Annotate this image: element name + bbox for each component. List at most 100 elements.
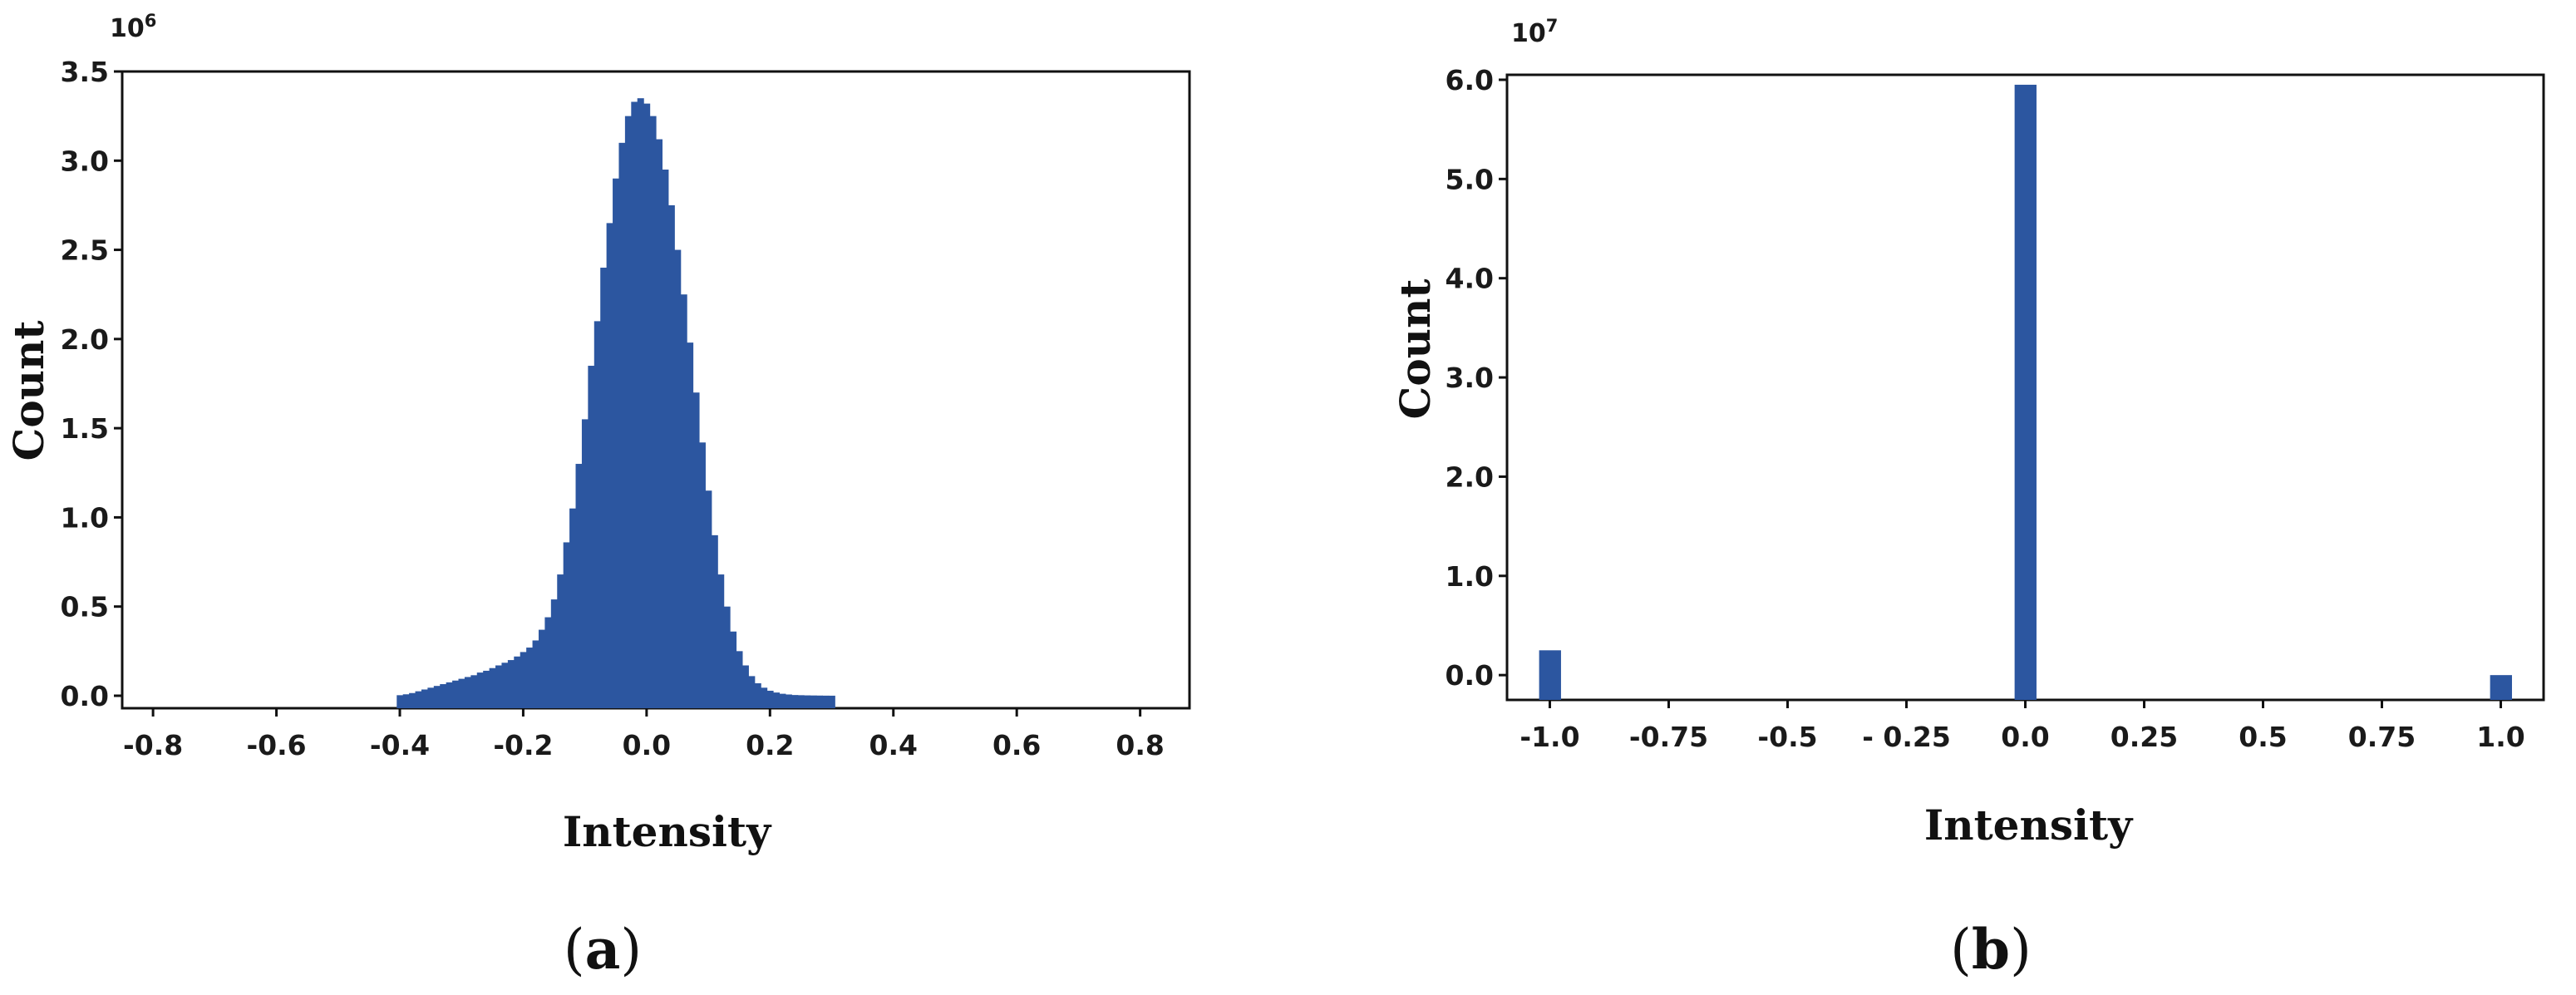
y-tick-label: 3.0 xyxy=(61,145,109,177)
y-tick-label: 1.0 xyxy=(61,501,109,534)
bars-b xyxy=(1539,84,2512,700)
bar xyxy=(779,693,786,708)
bar xyxy=(452,680,460,708)
y-tick-label: 2.0 xyxy=(1446,461,1494,493)
bar xyxy=(748,676,756,708)
bar xyxy=(544,617,552,708)
panel-letter-a: a xyxy=(585,917,621,982)
bar xyxy=(606,223,613,708)
bar xyxy=(667,204,675,709)
x-tick-label: 0.2 xyxy=(746,729,794,761)
bar xyxy=(637,98,644,709)
x-tick-label: 0.0 xyxy=(2001,721,2049,753)
bar xyxy=(687,342,694,708)
bar xyxy=(698,442,706,708)
bar xyxy=(810,695,817,708)
x-tick-label: 0.75 xyxy=(2348,721,2416,753)
y-tick-label: 4.0 xyxy=(1446,263,1494,295)
bar xyxy=(643,103,651,709)
bar xyxy=(507,660,515,708)
bar xyxy=(594,321,601,708)
bar xyxy=(550,599,558,708)
bar xyxy=(649,116,657,708)
bar xyxy=(575,464,583,708)
bar xyxy=(656,139,663,709)
bar xyxy=(662,170,669,708)
bar xyxy=(520,652,527,708)
x-tick-label: 0.5 xyxy=(2239,721,2287,753)
bar xyxy=(766,690,774,708)
y-tick-label: 6.0 xyxy=(1446,64,1494,96)
bar xyxy=(2014,84,2037,700)
y-tick-label: 3.5 xyxy=(61,56,109,88)
x-axis-a: -0.8 -0.6 -0.4 -0.2 0.0 0.2 0.4 0.6 0.8 xyxy=(123,708,1165,761)
bar xyxy=(421,689,428,708)
x-tick-label: -0.75 xyxy=(1629,721,1708,753)
histogram-panel-b: 107 0.01.02.03.04.05.06.0 -1.0 -0.75 -0.5-… xyxy=(1391,16,2545,982)
bar xyxy=(476,672,484,708)
y-tick-label: 1.5 xyxy=(61,412,109,445)
x-tick-label: -1.0 xyxy=(1519,721,1579,753)
bar xyxy=(396,695,404,708)
bar xyxy=(2490,675,2512,700)
bar xyxy=(741,665,749,708)
x-tick-label: 0.25 xyxy=(2111,721,2178,753)
x-tick-label: -0.6 xyxy=(246,729,306,761)
bar xyxy=(557,574,564,708)
x-tick-label: -0.8 xyxy=(123,729,183,761)
bar xyxy=(470,675,478,708)
x-tick-label: -0.2 xyxy=(493,729,553,761)
x-axis-b: -1.0 -0.75 -0.5 - 0.25 0.0 0.25 0.5 0.75 1.0 xyxy=(1519,700,2525,753)
bar xyxy=(402,694,410,708)
bar xyxy=(761,687,768,708)
y-multiplier-b: 107 xyxy=(1511,16,1558,48)
panel-letter-b: b xyxy=(1972,917,2010,982)
panel-label-b: (b) xyxy=(1950,917,2032,982)
bar xyxy=(458,678,465,708)
bar xyxy=(526,648,534,708)
bar xyxy=(618,142,626,708)
bar xyxy=(446,682,453,708)
bar xyxy=(483,670,490,708)
bar xyxy=(674,249,682,708)
bar xyxy=(822,695,830,708)
bar xyxy=(791,695,799,708)
bar xyxy=(680,294,687,708)
panel-label-a: (a) xyxy=(564,917,642,982)
bar xyxy=(495,665,503,708)
histogram-panel-a: 106 0.00.51.01.52.02.53.03.5 -0.8 -0.6 -0.… xyxy=(4,11,1191,982)
bar xyxy=(797,695,805,708)
x-axis-label-b: Intensity xyxy=(1924,800,2134,850)
bar xyxy=(588,366,595,708)
bar xyxy=(409,692,416,708)
bar xyxy=(1539,650,1561,700)
bar xyxy=(563,542,570,708)
bar xyxy=(613,178,620,709)
bar xyxy=(828,695,835,708)
x-tick-label: 0.8 xyxy=(1116,729,1164,761)
y-multiplier-a: 106 xyxy=(110,11,156,43)
bar xyxy=(569,508,577,708)
bars-a xyxy=(396,98,835,709)
bar xyxy=(785,694,792,708)
bar xyxy=(705,490,712,708)
bar xyxy=(581,419,589,708)
x-tick-label: - 0.25 xyxy=(1862,721,1951,753)
bar xyxy=(600,268,608,708)
y-tick-label: 0.0 xyxy=(1446,659,1494,692)
bar xyxy=(415,691,422,708)
bar xyxy=(804,695,811,708)
bar xyxy=(464,677,471,708)
x-tick-label: -0.5 xyxy=(1757,721,1817,753)
y-tick-label: 3.0 xyxy=(1446,362,1494,394)
bar xyxy=(427,687,435,708)
bar xyxy=(815,695,823,708)
bar xyxy=(723,606,731,708)
bar xyxy=(717,574,725,708)
bar xyxy=(624,116,632,708)
bar xyxy=(538,629,545,708)
x-tick-label: 0.4 xyxy=(869,729,918,761)
y-tick-label: 1.0 xyxy=(1446,560,1494,593)
bar xyxy=(514,656,521,708)
x-tick-label: 0.6 xyxy=(992,729,1041,761)
